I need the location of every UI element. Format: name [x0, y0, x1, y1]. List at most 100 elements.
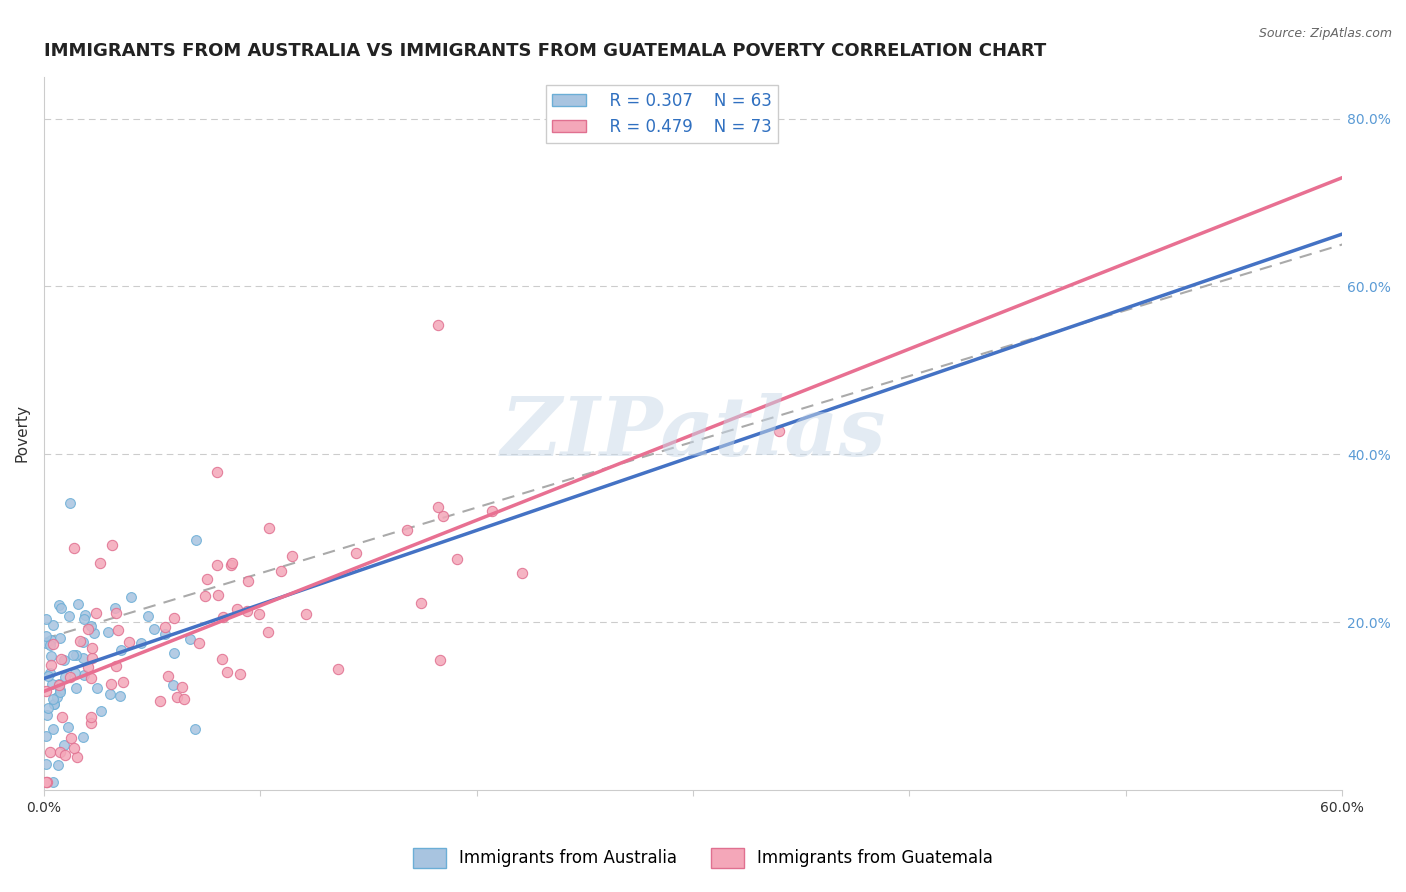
Point — [49, 652, 72, 666]
Point — [59, 496, 82, 510]
Point — [110, 689, 132, 703]
Point — [219, 558, 242, 573]
Point — [155, 627, 177, 641]
Point — [63, 666, 86, 681]
Point — [41, 676, 63, 690]
Point — [117, 635, 139, 649]
Point — [80, 671, 103, 685]
Point — [295, 607, 318, 621]
Point — [67, 597, 90, 611]
Point — [157, 669, 180, 683]
Point — [259, 521, 281, 535]
Point — [37, 701, 59, 715]
Point — [45, 690, 67, 704]
Point — [39, 648, 62, 663]
Point — [73, 668, 96, 682]
Point — [39, 658, 62, 673]
Point — [84, 606, 107, 620]
Point — [136, 609, 159, 624]
Point — [49, 685, 72, 699]
Point — [39, 639, 62, 653]
Point — [72, 730, 94, 744]
Point — [236, 574, 259, 588]
Point — [58, 720, 80, 734]
Point — [83, 626, 105, 640]
Point — [112, 675, 135, 690]
Point — [207, 558, 229, 573]
Point — [42, 691, 65, 706]
Point — [51, 709, 73, 723]
Point — [69, 633, 91, 648]
Point — [211, 652, 233, 666]
Point — [73, 607, 96, 622]
Point — [35, 684, 58, 698]
Point — [110, 643, 132, 657]
Point — [73, 612, 96, 626]
Point — [426, 318, 449, 333]
Point — [59, 731, 82, 745]
Point — [143, 622, 166, 636]
Point — [326, 662, 349, 676]
Point — [41, 723, 63, 737]
Point — [35, 707, 58, 722]
Point — [48, 598, 70, 612]
Point — [184, 722, 207, 736]
Point — [229, 666, 252, 681]
Point — [207, 588, 229, 602]
Point — [58, 670, 80, 684]
Point — [446, 551, 468, 566]
Point — [100, 677, 122, 691]
Point — [163, 610, 186, 624]
Point — [510, 566, 533, 580]
Point — [194, 589, 217, 603]
Point — [149, 694, 172, 708]
Point — [35, 636, 58, 650]
Point — [49, 601, 72, 615]
Point — [104, 600, 127, 615]
Point — [80, 709, 103, 723]
Point — [236, 604, 259, 618]
Point — [77, 622, 100, 636]
Point — [44, 697, 66, 711]
Point — [170, 680, 193, 694]
Point — [76, 659, 98, 673]
Point — [195, 573, 218, 587]
Point — [101, 538, 124, 552]
Point — [86, 681, 108, 695]
Point — [173, 692, 195, 706]
Legend:   R = 0.307    N = 63,   R = 0.479    N = 73: R = 0.307 N = 63, R = 0.479 N = 73 — [546, 85, 779, 143]
Point — [35, 774, 58, 789]
Point — [72, 651, 94, 665]
Point — [80, 715, 103, 730]
Point — [184, 533, 207, 547]
Point — [62, 648, 84, 663]
Point — [35, 612, 58, 626]
Point — [270, 565, 292, 579]
Point — [179, 632, 201, 646]
Point — [48, 678, 70, 692]
Point — [226, 601, 249, 615]
Point — [39, 744, 62, 758]
Point — [66, 749, 89, 764]
Point — [38, 666, 60, 681]
Point — [63, 740, 86, 755]
Point — [481, 504, 503, 518]
Point — [432, 508, 454, 523]
Point — [46, 758, 69, 772]
Point — [768, 425, 790, 439]
Point — [80, 651, 103, 665]
Point — [53, 670, 76, 684]
Point — [80, 619, 103, 633]
Point — [53, 738, 76, 752]
Point — [411, 596, 433, 610]
Point — [120, 591, 142, 605]
Point — [65, 681, 87, 696]
Point — [42, 637, 65, 651]
Point — [39, 633, 62, 648]
Point — [58, 608, 80, 623]
Point — [90, 704, 112, 718]
Y-axis label: Poverty: Poverty — [15, 404, 30, 462]
Point — [104, 607, 127, 621]
Text: ZIPatlas: ZIPatlas — [501, 393, 886, 474]
Text: Source: ZipAtlas.com: Source: ZipAtlas.com — [1258, 27, 1392, 40]
